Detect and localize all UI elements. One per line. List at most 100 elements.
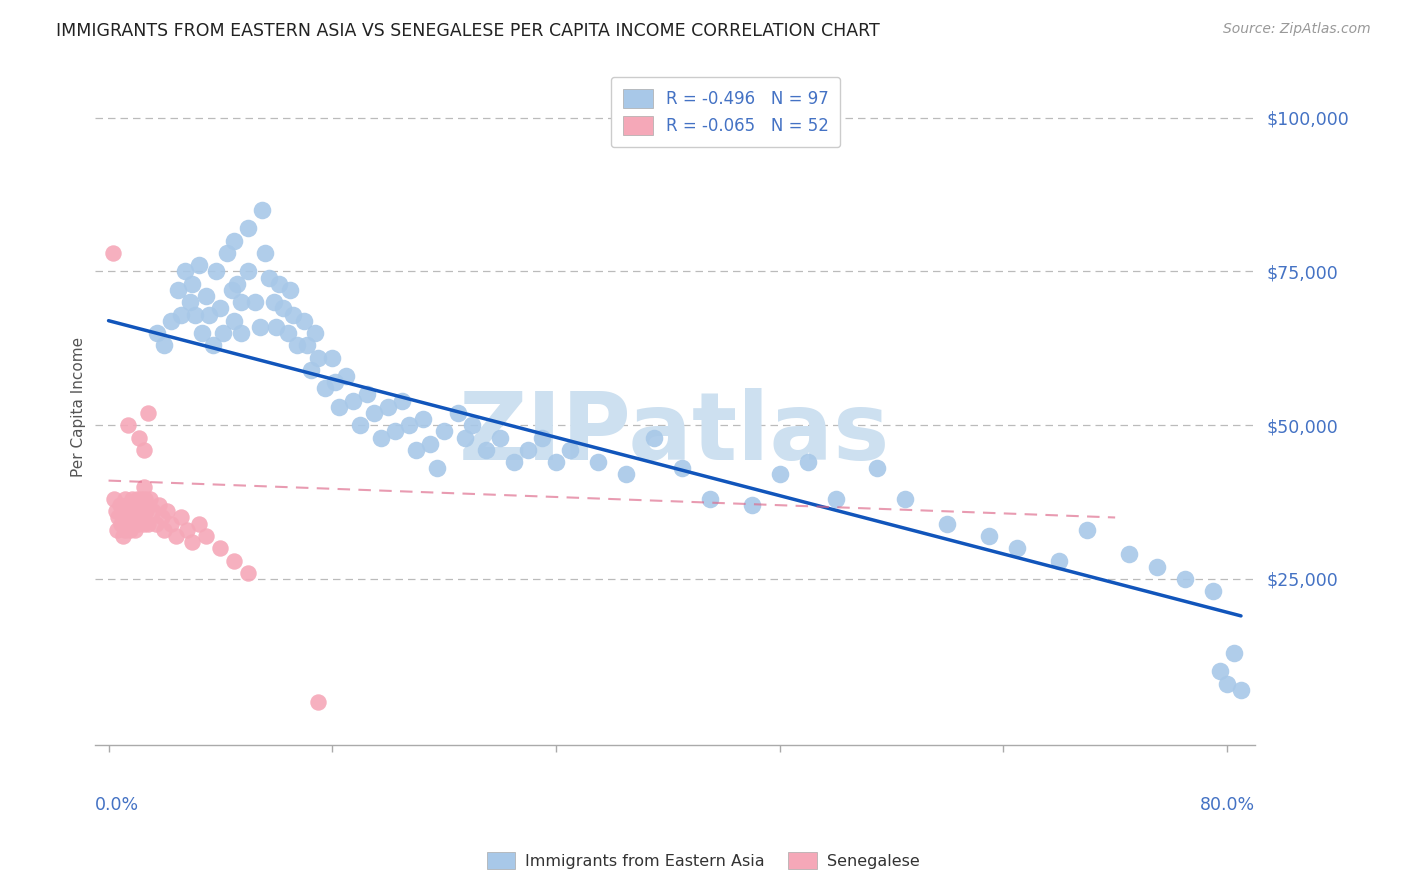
Point [114,523,136,537]
Point [1230,682,1253,697]
Point [205,264,228,278]
Point [125,504,148,518]
Point [132,442,155,457]
Point [226,277,249,291]
Point [122,510,145,524]
Point [195,529,218,543]
Point [1118,548,1140,562]
Point [447,406,470,420]
Point [405,442,427,457]
Point [188,516,211,531]
Point [202,338,225,352]
Text: IMMIGRANTS FROM EASTERN ASIA VS SENEGALESE PER CAPITA INCOME CORRELATION CHART: IMMIGRANTS FROM EASTERN ASIA VS SENEGALE… [56,22,880,40]
Point [1174,572,1197,586]
Point [117,498,139,512]
Point [503,455,526,469]
Point [238,566,260,580]
Point [281,308,304,322]
Point [148,498,170,512]
Point [1216,676,1239,690]
Point [278,283,301,297]
Point [979,529,1001,543]
Point [643,431,665,445]
Point [139,491,162,506]
Point [176,523,198,537]
Point [1202,584,1225,599]
Point [132,480,155,494]
Point [170,308,193,322]
Point [285,338,308,352]
Point [276,326,298,340]
Point [269,277,291,291]
Point [314,381,336,395]
Point [796,455,818,469]
Point [129,491,152,506]
Point [768,467,790,482]
Point [1146,559,1168,574]
Point [153,523,176,537]
Point [209,301,232,316]
Point [105,523,128,537]
Point [1209,665,1232,679]
Point [936,516,959,531]
Point [167,283,190,297]
Point [131,504,153,518]
Point [356,387,378,401]
Point [128,431,150,445]
Point [245,295,267,310]
Point [115,504,138,518]
Point [150,510,173,524]
Point [160,516,183,531]
Point [188,258,211,272]
Point [489,431,512,445]
Point [263,295,285,310]
Point [252,202,274,217]
Point [221,283,243,297]
Point [146,326,169,340]
Point [174,264,197,278]
Point [145,516,167,531]
Point [323,375,346,389]
Point [419,436,441,450]
Point [1007,541,1029,556]
Point [104,504,127,518]
Point [110,516,132,531]
Point [108,498,131,512]
Point [824,491,846,506]
Point [121,491,143,506]
Point [209,541,232,556]
Point [112,510,135,524]
Point [517,442,540,457]
Point [181,277,204,291]
Point [122,498,145,512]
Point [266,319,288,334]
Point [1223,646,1246,660]
Point [117,418,139,433]
Point [299,363,322,377]
Point [307,351,329,365]
Point [454,431,477,445]
Point [231,295,253,310]
Point [231,326,253,340]
Point [544,455,567,469]
Point [181,535,204,549]
Point [307,695,329,709]
Point [114,491,136,506]
Point [128,498,150,512]
Point [142,504,165,518]
Point [111,504,134,518]
Point [699,491,721,506]
Point [321,351,343,365]
Text: 0.0%: 0.0% [94,796,139,814]
Legend: Immigrants from Eastern Asia, Senegalese: Immigrants from Eastern Asia, Senegalese [479,846,927,875]
Point [136,406,159,420]
Point [292,314,315,328]
Point [184,308,207,322]
Point [195,289,218,303]
Point [741,498,763,512]
Point [426,461,449,475]
Y-axis label: Per Capita Income: Per Capita Income [72,336,86,477]
Point [111,529,134,543]
Point [349,418,371,433]
Point [103,491,125,506]
